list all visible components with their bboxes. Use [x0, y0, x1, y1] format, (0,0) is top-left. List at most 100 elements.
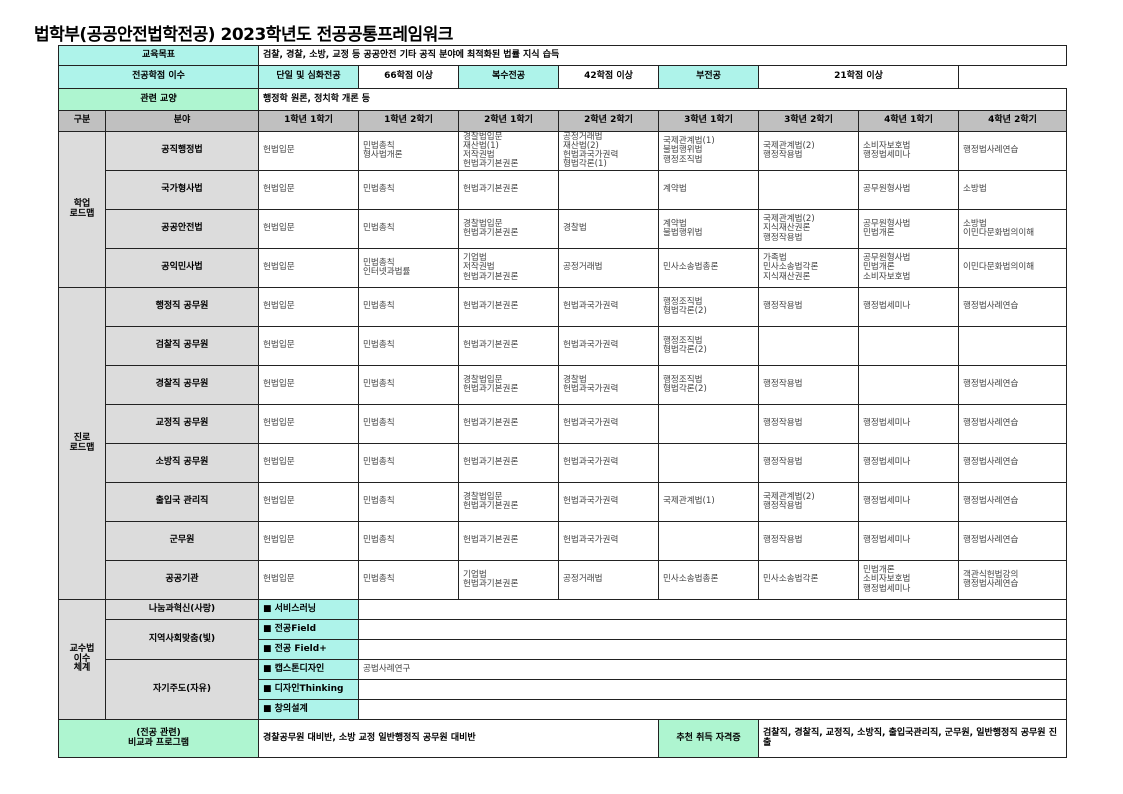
course-cell: 소방법 — [957, 170, 1068, 210]
field-label: 공익민사법 — [105, 248, 259, 288]
field-label: 소방직 공무원 — [105, 443, 259, 483]
course-cell: 행정작용법 — [758, 365, 859, 405]
course-cell: 헌법과기본권론 — [458, 443, 559, 483]
course-cell: 국제관계법(2) 행정작용법 — [758, 482, 859, 522]
course-cell: 민법총칙 인터넷과법률 — [358, 248, 459, 288]
course-cell: 행정법사례연습 — [957, 287, 1068, 327]
course-cell: 민법총칙 — [358, 482, 459, 522]
course-cell: 행정법사례연습 — [957, 482, 1068, 522]
course-cell: 민법총칙 — [358, 170, 459, 210]
course-cell: 헌법과국가권력 — [558, 443, 659, 483]
table-row: 교육목표 검찰, 경찰, 소방, 교정 등 공공안전 기타 공직 분야에 최적화된… — [58, 45, 1068, 66]
course-cell: 헌법입문 — [258, 287, 359, 327]
extracurricular-value: 경찰공무원 대비반, 소방 교정 일반행정직 공무원 대비반 — [258, 719, 659, 758]
header-semester: 3학년 2학기 — [758, 110, 859, 132]
field-label: 공직행정법 — [105, 131, 259, 171]
course-cell — [758, 326, 859, 366]
cert-value: 검찰직, 경찰직, 교정직, 소방직, 출입국관리직, 군무원, 일반행정직 공… — [757, 719, 1068, 758]
table-row: 관련 교양 행정학 원론, 정치학 개론 등 — [58, 88, 1068, 111]
credit-type: 단일 및 심화전공 — [258, 65, 359, 89]
course-cell: 공정거래법 재산법(2) 헌법과국가권력 형법각론(1) — [558, 131, 659, 171]
extracurricular-label: (전공 관련) 비교과 프로그램 — [58, 719, 259, 758]
table-row: 교수법 이수 체계 나눔과혁신(사랑) ■ 서비스러닝 — [58, 599, 1068, 720]
course-cell — [858, 365, 959, 405]
goal-label: 교육목표 — [58, 45, 259, 66]
pedagogy-value — [357, 639, 1068, 660]
header-semester: 2학년 2학기 — [558, 110, 659, 132]
course-cell: 행정작용법 — [758, 404, 859, 444]
liberal-label: 관련 교양 — [58, 88, 259, 111]
course-cell — [758, 170, 859, 210]
course-cell: 공무원형사법 — [858, 170, 959, 210]
credit-value: 66학점 이상 — [358, 65, 459, 89]
course-cell — [658, 404, 759, 444]
course-cell: 민사소송법총론 — [658, 560, 759, 600]
header-semester: 4학년 1학기 — [858, 110, 959, 132]
header-semester: 1학년 1학기 — [258, 110, 359, 132]
pedagogy-value — [357, 679, 1068, 700]
course-cell: 행정법사례연습 — [957, 404, 1068, 444]
course-cell: 헌법입문 — [258, 482, 359, 522]
course-cell: 행정법사례연습 — [957, 365, 1068, 405]
liberal-value: 행정학 원론, 정치학 개론 등 — [257, 88, 1068, 111]
course-cell: 헌법입문 — [258, 443, 359, 483]
course-cell: 헌법입문 — [258, 170, 359, 210]
field-label: 검찰직 공무원 — [105, 326, 259, 366]
course-cell — [658, 443, 759, 483]
course-cell — [658, 521, 759, 561]
course-cell: 행정법세미나 — [858, 287, 959, 327]
pedagogy-item: ■ 캡스톤디자인 — [258, 659, 359, 680]
course-cell: 경찰법 — [558, 209, 659, 249]
pedagogy-value: 공법사례연구 — [357, 659, 1068, 680]
course-cell: 민법총칙 — [358, 443, 459, 483]
course-cell: 공무원형사법 민법개론 — [858, 209, 959, 249]
course-cell: 공정거래법 — [558, 560, 659, 600]
credit-value: 42학점 이상 — [558, 65, 659, 89]
table-row: 출입국 관리직 헌법입문 민법총칙 경찰법입문 헌법과기본권론 헌법과국가권력 국제관계법… — [59, 482, 1068, 522]
table-row: 학업 로드맵 공직행정법 헌법입문 민법총칙 형사법개론 경찰법입문 재산법(1) 저작… — [58, 131, 1068, 288]
course-cell: 민법개론 소비자보호법 행정법세미나 — [858, 560, 959, 600]
course-cell: 행정작용법 — [758, 521, 859, 561]
field-label: 교정직 공무원 — [105, 404, 259, 444]
course-cell: 행정법사례연습 — [957, 131, 1068, 171]
course-cell: 계약법 — [658, 170, 759, 210]
pedagogy-category: 지역사회맞춤(빛) — [105, 619, 259, 660]
course-cell: 민법총칙 — [358, 365, 459, 405]
field-label: 군무원 — [105, 521, 259, 561]
course-cell: 헌법과기본권론 — [458, 287, 559, 327]
table-row: 소방직 공무원 헌법입문 민법총칙 헌법과기본권론 헌법과국가권력 행정작용법 행정법세미나… — [59, 443, 1068, 483]
table-row: ■ 전공 Field+ — [59, 639, 1068, 660]
field-label: 공공기관 — [105, 560, 259, 600]
course-cell: 행정조직법 형법각론(2) — [658, 326, 759, 366]
course-cell: 헌법과기본권론 — [458, 521, 559, 561]
course-cell — [957, 326, 1068, 366]
table-row: 공공기관 헌법입문 민법총칙 기업법 헌법과기본권론 공정거래법 민사소송법총론 민사소송법… — [59, 560, 1068, 600]
course-cell: 경찰법입문 헌법과기본권론 — [458, 482, 559, 522]
course-cell: 헌법과국가권력 — [558, 521, 659, 561]
course-cell: 행정작용법 — [758, 443, 859, 483]
course-cell: 국제관계법(2) 지식재산권론 행정작용법 — [758, 209, 859, 249]
course-cell — [858, 326, 959, 366]
course-cell: 민사소송법각론 — [758, 560, 859, 600]
course-cell: 행정법세미나 — [858, 404, 959, 444]
pedagogy-item: ■ 전공Field — [258, 619, 359, 640]
course-cell: 민사소송법총론 — [658, 248, 759, 288]
course-cell: 행정조직법 형법각론(2) — [658, 287, 759, 327]
course-cell: 헌법과국가권력 — [558, 287, 659, 327]
field-label: 경찰직 공무원 — [105, 365, 259, 405]
course-cell: 행정조직법 형법각론(2) — [658, 365, 759, 405]
course-cell: 경찰법입문 재산법(1) 저작권법 헌법과기본권론 — [458, 131, 559, 171]
course-cell: 헌법입문 — [258, 131, 359, 171]
course-cell: 객관식헌법강의 행정법사례연습 — [957, 560, 1068, 600]
field-label: 공공안전법 — [105, 209, 259, 249]
course-cell: 민법총칙 — [358, 287, 459, 327]
course-cell: 국제관계법(1) 불법행위법 행정조직법 — [658, 131, 759, 171]
course-cell: 경찰법입문 헌법과기본권론 — [458, 209, 559, 249]
course-cell: 국제관계법(1) — [658, 482, 759, 522]
course-cell: 헌법입문 — [258, 521, 359, 561]
field-label: 행정직 공무원 — [105, 287, 259, 327]
course-cell: 공무원형사법 민법개론 소비자보호법 — [858, 248, 959, 288]
course-cell: 헌법과국가권력 — [558, 326, 659, 366]
header-category: 구분 — [58, 110, 106, 132]
table-row: 지역사회맞춤(빛) ■ 전공Field — [59, 619, 1068, 660]
